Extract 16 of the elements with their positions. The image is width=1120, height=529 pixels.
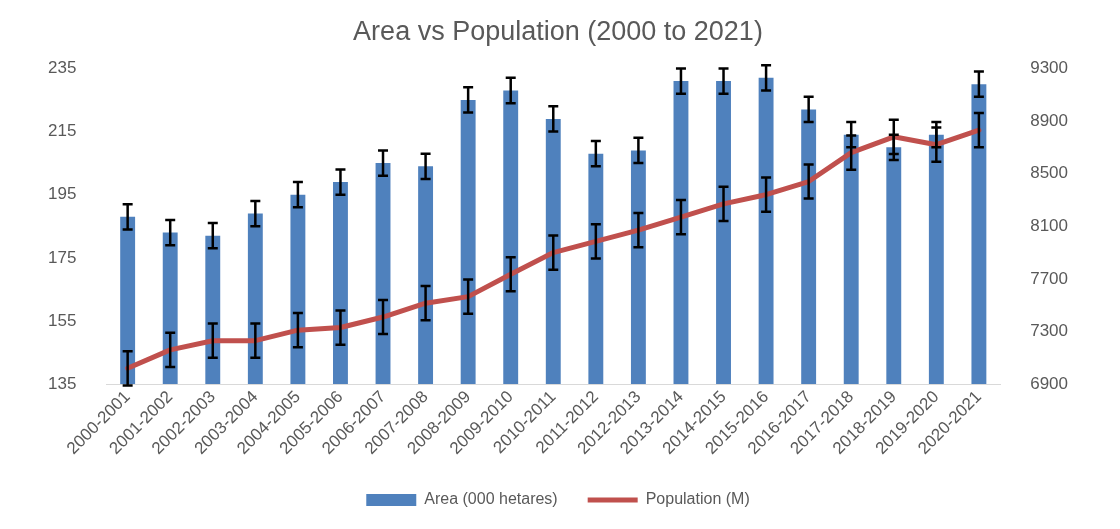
y2-tick-label: 7300 xyxy=(1030,321,1069,341)
legend-label: Population (M) xyxy=(645,490,750,508)
y2-tick-label: 9300 xyxy=(1030,58,1069,78)
y-tick-label: 195 xyxy=(47,184,77,204)
y2-tick-label: 8500 xyxy=(1030,163,1069,183)
y-tick-label: 155 xyxy=(47,310,77,330)
y2-tick-label: 7700 xyxy=(1030,268,1069,288)
y-tick-label: 215 xyxy=(47,121,77,141)
y-tick-label: 235 xyxy=(47,58,77,78)
y-tick-label: 175 xyxy=(47,247,77,267)
y2-tick-label: 8100 xyxy=(1030,215,1069,235)
y2-tick-label: 6900 xyxy=(1030,373,1069,393)
y-tick-label: 135 xyxy=(47,373,77,393)
chart-title: Area vs Population (2000 to 2021) xyxy=(353,15,763,46)
y2-tick-label: 8900 xyxy=(1030,110,1069,130)
legend-label: Area (000 hetares) xyxy=(424,490,558,508)
